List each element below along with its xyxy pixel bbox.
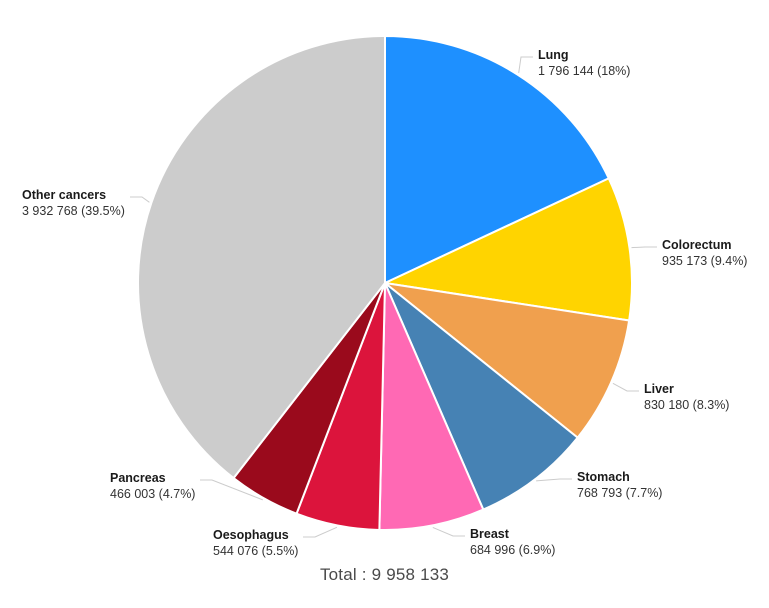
pie-slice-colorectum[interactable] — [384, 177, 633, 322]
slice-label-other-cancers: Other cancers 3 932 768 (39.5%) — [22, 188, 125, 219]
slice-label-name: Stomach — [577, 470, 630, 484]
pie-slice-liver[interactable] — [384, 282, 631, 439]
pie-slice-lung[interactable] — [384, 35, 610, 284]
slice-label-value: 684 996 (6.9%) — [470, 542, 556, 557]
slice-label-value: 830 180 (8.3%) — [644, 397, 730, 412]
label-connector-oesophagus — [303, 526, 338, 538]
pie-slice-other-cancers[interactable] — [137, 35, 386, 480]
slice-label-name: Colorectum — [662, 238, 732, 252]
slice-label-value: 1 796 144 (18%) — [538, 63, 631, 78]
total-label: Total : 9 958 133 — [319, 565, 450, 584]
slice-label-name: Breast — [470, 527, 509, 541]
slice-label-colorectum: Colorectum 935 173 (9.4%) — [662, 238, 747, 269]
slice-label-name: Lung — [538, 48, 569, 62]
label-connector-pancreas — [200, 479, 263, 501]
label-connector-other-cancers — [130, 196, 150, 203]
pie-slice-stomach[interactable] — [384, 282, 579, 511]
label-connector-liver — [612, 382, 639, 392]
slice-label-name: Pancreas — [110, 471, 166, 485]
label-connector-stomach — [536, 478, 572, 482]
slice-label-name: Liver — [644, 382, 674, 396]
slice-label-value: 466 003 (4.7%) — [110, 486, 196, 501]
slice-label-breast: Breast 684 996 (6.9%) — [470, 527, 555, 558]
label-connector-breast — [432, 526, 465, 537]
slice-label-value: 768 793 (7.7%) — [577, 485, 663, 500]
slice-label-value: 544 076 (5.5%) — [213, 543, 299, 558]
slice-label-liver: Liver 830 180 (8.3%) — [644, 382, 729, 413]
slice-label-oesophagus: Oesophagus 544 076 (5.5%) — [213, 528, 298, 559]
slice-label-pancreas: Pancreas 466 003 (4.7%) — [110, 471, 195, 502]
slice-label-value: 935 173 (9.4%) — [662, 253, 748, 268]
slice-label-value: 3 932 768 (39.5%) — [22, 203, 125, 218]
label-connector-lung — [518, 56, 533, 73]
slice-label-lung: Lung 1 796 144 (18%) — [538, 48, 630, 79]
pie-slice-breast[interactable] — [378, 282, 485, 531]
slice-label-name: Oesophagus — [213, 528, 289, 542]
slice-label-stomach: Stomach 768 793 (7.7%) — [577, 470, 662, 501]
label-connector-colorectum — [631, 246, 657, 249]
slice-label-name: Other cancers — [22, 188, 107, 202]
